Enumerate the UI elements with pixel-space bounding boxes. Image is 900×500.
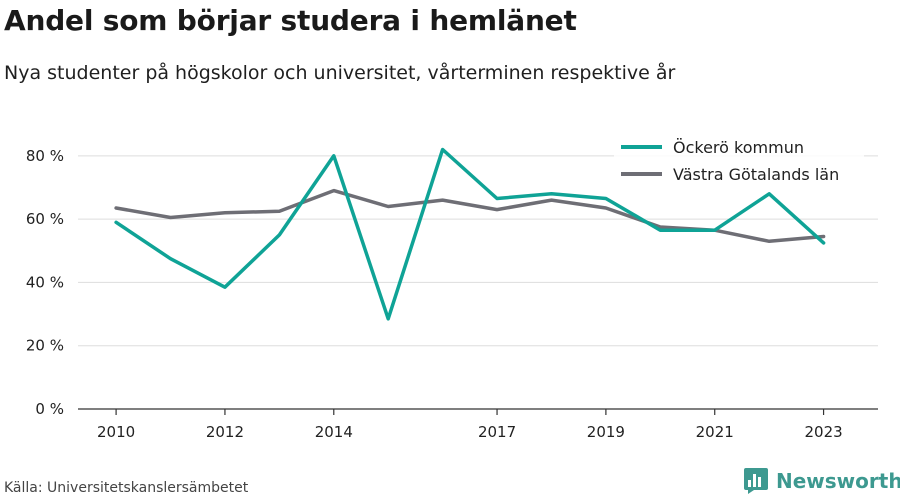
x-tick-label: 2021 (696, 423, 734, 441)
y-tick-label: 0 % (35, 400, 64, 418)
series-line (114, 188, 826, 244)
x-tick-label: 2014 (315, 423, 353, 441)
y-tick-label: 40 % (26, 273, 64, 291)
series-line (114, 147, 826, 321)
x-tick-label: 2012 (206, 423, 244, 441)
x-tick-label: 2023 (804, 423, 842, 441)
series-lines (114, 147, 826, 321)
y-tick-label: 20 % (26, 337, 64, 355)
x-tick-label: 2019 (587, 423, 625, 441)
brand-name: Newsworthy (776, 469, 900, 493)
bar-chart-logo-icon (744, 468, 768, 494)
y-tick-label: 60 % (26, 210, 64, 228)
y-tick-label: 80 % (26, 147, 64, 165)
y-axis: 0 % 20 % 40 % 60 % 80 % (26, 147, 64, 418)
chart-subtitle: Nya studenter på högskolor och universit… (4, 62, 676, 84)
brand: Newsworthy (744, 468, 900, 494)
legend: Öckerö kommun Västra Götalands län (614, 134, 864, 192)
x-tick-label: 2017 (478, 423, 516, 441)
source-note: Källa: Universitetskanslersämbetet (4, 480, 249, 496)
legend-label: Västra Götalands län (673, 165, 839, 184)
legend-background (614, 134, 864, 192)
legend-label: Öckerö kommun (673, 138, 804, 157)
chart-title: Andel som börjar studera i hemlänet (4, 4, 577, 37)
x-tick-label: 2010 (97, 423, 135, 441)
x-axis: 2010 2012 2014 2017 2019 2021 2023 (78, 408, 878, 441)
